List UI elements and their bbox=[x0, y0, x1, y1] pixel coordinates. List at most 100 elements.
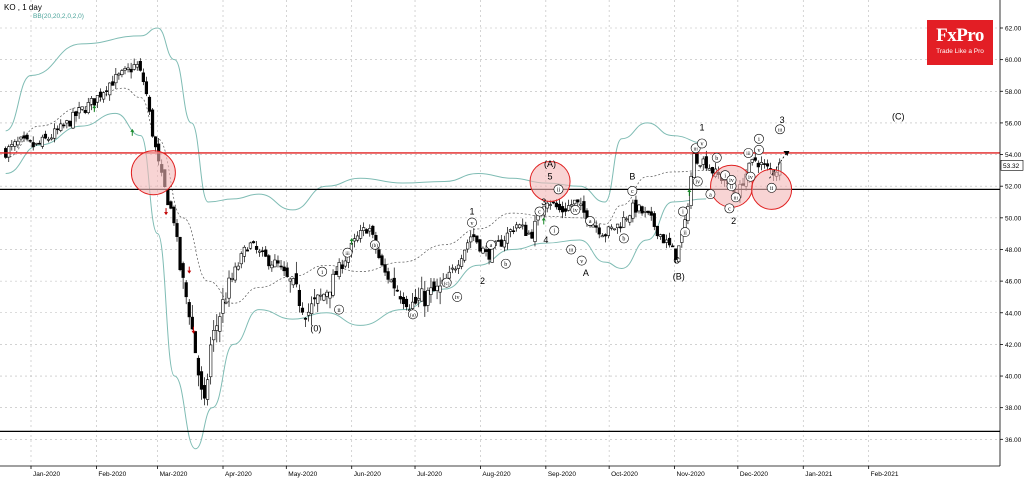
wave-label: a bbox=[585, 216, 596, 226]
candle bbox=[643, 206, 647, 218]
candle bbox=[753, 153, 757, 163]
x-axis: Jan-2020 Feb-2020 Mar-2020 Apr-2020 May-2020… bbox=[0, 465, 1000, 478]
candle bbox=[306, 303, 311, 322]
candle bbox=[456, 259, 461, 274]
candle bbox=[270, 260, 274, 272]
candle bbox=[435, 278, 439, 300]
y-tick-label: 48.00 bbox=[1005, 247, 1022, 254]
svg-text:ii: ii bbox=[557, 188, 561, 194]
candle bbox=[68, 120, 72, 127]
candle bbox=[22, 131, 26, 142]
sell-arrow bbox=[187, 266, 192, 274]
candle bbox=[322, 293, 326, 302]
candle bbox=[294, 261, 298, 288]
svg-text:(A): (A) bbox=[544, 159, 556, 169]
wave-label: 2 bbox=[731, 216, 736, 226]
candle bbox=[423, 280, 427, 317]
wave-label: (B) bbox=[673, 271, 685, 281]
candle bbox=[496, 235, 500, 242]
candle bbox=[707, 164, 711, 171]
candle bbox=[153, 136, 158, 152]
candle bbox=[40, 134, 44, 149]
candle bbox=[13, 139, 17, 151]
candle bbox=[521, 218, 525, 230]
wave-label: iii bbox=[730, 192, 741, 203]
x-tick-label: Feb-2020 bbox=[98, 471, 126, 478]
candle bbox=[108, 82, 112, 101]
wave-label: iv bbox=[726, 174, 737, 185]
candle bbox=[447, 265, 451, 281]
current-price-label: 53.32 bbox=[1003, 163, 1020, 170]
buy-arrow bbox=[349, 237, 354, 245]
svg-text:v: v bbox=[700, 142, 703, 148]
candle bbox=[310, 296, 314, 326]
wave-label: (A) bbox=[544, 159, 556, 169]
logo-name: FxPro bbox=[936, 25, 984, 46]
candle bbox=[230, 272, 234, 283]
svg-text:(b): (b) bbox=[372, 242, 378, 249]
x-tick-label: Apr-2020 bbox=[225, 471, 252, 478]
candle bbox=[319, 288, 323, 301]
candle bbox=[43, 130, 48, 140]
candle bbox=[129, 62, 133, 79]
candle bbox=[371, 224, 375, 239]
x-tick-label: May-2020 bbox=[288, 471, 317, 478]
candle bbox=[248, 241, 253, 250]
candle bbox=[313, 288, 317, 307]
candle bbox=[481, 246, 485, 255]
candle bbox=[267, 254, 271, 270]
candle bbox=[117, 72, 121, 80]
candle bbox=[426, 287, 430, 312]
bb-middle-line bbox=[5, 87, 707, 304]
wave-label: A bbox=[583, 268, 589, 278]
candle bbox=[417, 287, 421, 308]
candle bbox=[340, 259, 344, 274]
indicator-label: BB(20,20,2,0,2,0) bbox=[33, 13, 84, 20]
candle bbox=[141, 68, 145, 86]
buy-arrow bbox=[541, 217, 546, 225]
svg-text:ii: ii bbox=[337, 308, 341, 314]
candle bbox=[254, 240, 259, 254]
wave-label: c bbox=[534, 206, 545, 217]
x-tick-label: Jul-2020 bbox=[417, 471, 442, 478]
candle bbox=[245, 247, 249, 252]
svg-text:a: a bbox=[709, 192, 712, 198]
wave-label: 1 bbox=[699, 123, 704, 133]
candle bbox=[46, 136, 51, 143]
candle bbox=[334, 266, 338, 275]
candle bbox=[297, 284, 301, 313]
candle bbox=[101, 91, 106, 103]
candle bbox=[218, 312, 222, 343]
candle bbox=[377, 246, 381, 260]
candle bbox=[202, 377, 207, 406]
candle bbox=[527, 230, 531, 235]
timeframe-text: 1 day bbox=[22, 3, 42, 12]
candle bbox=[19, 136, 23, 143]
candle bbox=[74, 110, 78, 122]
svg-text:3: 3 bbox=[541, 197, 546, 207]
candle bbox=[499, 235, 503, 247]
svg-text:c: c bbox=[631, 189, 634, 195]
candle bbox=[762, 159, 767, 169]
candle bbox=[704, 150, 708, 171]
candle bbox=[671, 243, 675, 248]
plot-background bbox=[0, 0, 1000, 466]
candle bbox=[395, 285, 399, 293]
y-tick-label: 50.00 bbox=[1005, 215, 1022, 222]
wave-label: v bbox=[697, 138, 707, 149]
svg-text:c: c bbox=[538, 210, 541, 216]
candle bbox=[273, 254, 277, 268]
svg-text:4: 4 bbox=[543, 235, 548, 245]
candle bbox=[184, 280, 188, 305]
candle bbox=[631, 199, 635, 223]
wave-label: (c) bbox=[441, 277, 452, 288]
candle bbox=[196, 355, 201, 387]
candle bbox=[358, 224, 363, 243]
x-tick-label: Oct-2020 bbox=[611, 471, 638, 478]
candle bbox=[212, 320, 216, 352]
candle bbox=[603, 233, 607, 243]
candle bbox=[227, 270, 231, 307]
svg-text:b: b bbox=[715, 156, 718, 162]
candle bbox=[233, 262, 237, 283]
wave-label: v bbox=[576, 255, 587, 266]
